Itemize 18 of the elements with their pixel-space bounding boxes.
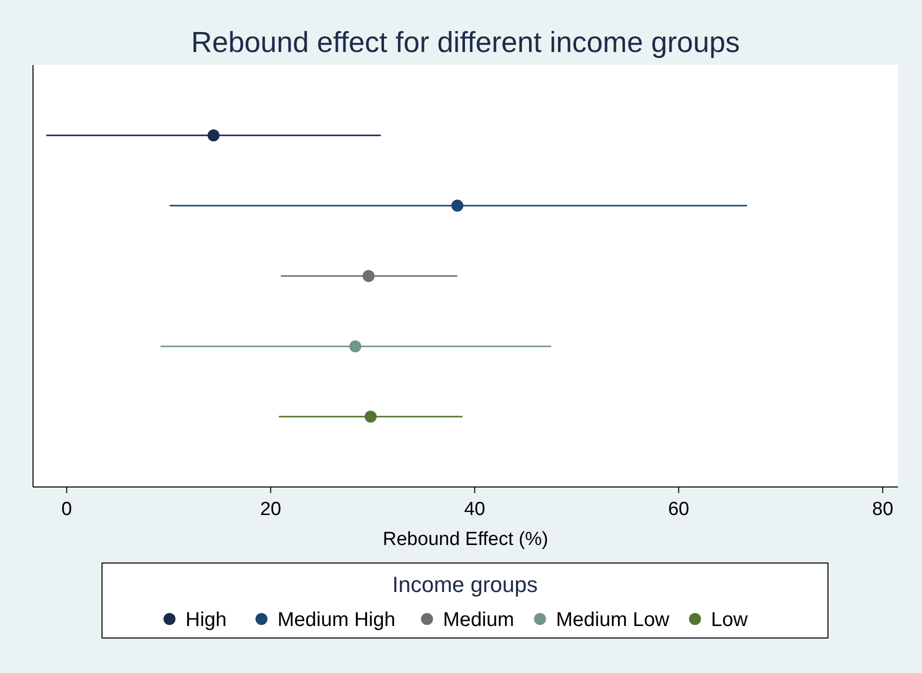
point bbox=[451, 200, 464, 212]
point bbox=[364, 410, 377, 423]
x-tick-label: 20 bbox=[260, 499, 282, 520]
legend-label: High bbox=[186, 609, 227, 631]
legend-label: Medium bbox=[443, 609, 514, 631]
point bbox=[349, 340, 362, 352]
legend-label: Medium Low bbox=[556, 609, 670, 631]
x-tick-label: 60 bbox=[668, 499, 690, 520]
legend-label: Low bbox=[711, 609, 748, 631]
legend-title: Income groups bbox=[392, 572, 538, 597]
x-axis-title: Rebound Effect (%) bbox=[382, 529, 548, 550]
point bbox=[208, 129, 220, 142]
x-tick-label: 40 bbox=[464, 499, 486, 520]
legend-label: Medium High bbox=[278, 609, 396, 631]
x-tick-label: 0 bbox=[61, 499, 72, 520]
x-tick-label: 80 bbox=[872, 499, 894, 520]
chart-title: Rebound effect for different income groups bbox=[191, 27, 740, 59]
point bbox=[362, 270, 375, 282]
